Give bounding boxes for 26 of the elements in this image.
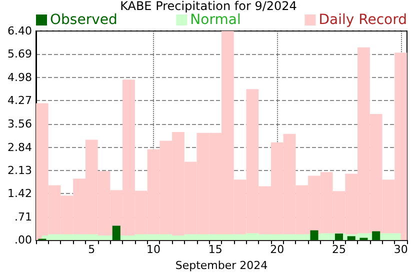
y-tick-label: .00 (14, 234, 32, 247)
legend-label: Normal (190, 12, 241, 28)
legend-label: Observed (50, 12, 118, 28)
bar (112, 226, 120, 240)
y-tick-label: 5.69 (8, 48, 32, 61)
bar (347, 236, 356, 240)
x-tick-label: 5 (88, 243, 96, 256)
y-tick-label: 1.42 (8, 187, 32, 200)
y-tick-label: 2.13 (8, 164, 32, 178)
y-tick-label: 2.84 (8, 140, 32, 154)
bar (334, 234, 344, 240)
y-tick-label: 6.40 (8, 24, 32, 38)
x-tick-label: 25 (332, 243, 346, 256)
x-tick-label: 15 (208, 243, 222, 256)
bar (372, 231, 380, 240)
bar (310, 230, 318, 240)
chart-title: KABE Precipitation for 9/2024 (120, 0, 297, 13)
y-tick-label: 4.27 (8, 94, 32, 108)
y-tick-label: 3.56 (8, 117, 32, 130)
y-tick-label: .71 (14, 210, 32, 224)
legend-label: Daily Record (318, 12, 408, 28)
y-tick-label: 4.98 (8, 70, 32, 84)
x-tick-label: 20 (270, 243, 284, 256)
x-axis-title: September 2024 (175, 259, 268, 272)
x-tick-label: 10 (146, 243, 160, 256)
x-tick-label: 30 (394, 243, 408, 256)
